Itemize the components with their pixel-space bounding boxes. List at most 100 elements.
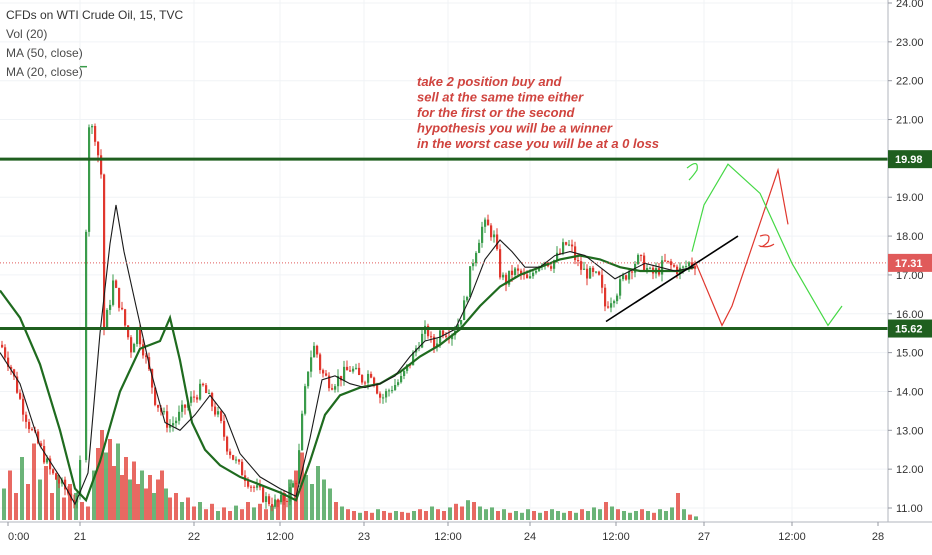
volume-bar	[400, 511, 404, 520]
price-tick-label: 23.00	[896, 37, 924, 49]
candle	[109, 304, 112, 310]
indicator-ma50-label[interactable]: MA (50, close)	[6, 46, 83, 60]
candle	[379, 393, 382, 398]
candle	[7, 357, 10, 367]
volume-bar	[598, 509, 602, 520]
volume-bar	[502, 509, 506, 520]
time-axis: 0:00 21 22 12:00 23 12:00 24 12:00 27 12:00 28	[0, 521, 932, 550]
volume-bar	[634, 511, 638, 520]
candle	[550, 266, 553, 269]
annotation-line: in the worst case you will be at a 0 los…	[417, 136, 659, 151]
candle	[133, 343, 136, 353]
candle	[400, 375, 403, 383]
volume-bar	[532, 511, 536, 520]
candle	[427, 325, 430, 337]
candle	[13, 369, 16, 377]
volume-bar	[80, 502, 84, 520]
candle	[277, 499, 280, 503]
ma20-line	[0, 204, 695, 506]
volume-bar	[358, 512, 362, 520]
candle	[97, 141, 100, 156]
candle	[64, 479, 67, 490]
candle	[502, 274, 505, 278]
volume-bar	[430, 506, 434, 520]
volume-bar	[520, 512, 524, 520]
indicator-volume-label[interactable]: Vol (20)	[6, 27, 48, 41]
candle	[556, 252, 559, 261]
candle	[385, 391, 388, 398]
chart-legend: CFDs on WTI Crude Oil, 15, TVC Vol (20) …	[6, 6, 183, 82]
candle	[442, 330, 445, 336]
candle	[292, 483, 295, 488]
candle	[466, 297, 469, 301]
candle	[673, 265, 676, 267]
volume-bar	[676, 493, 680, 520]
candle	[517, 268, 520, 271]
symbol-title[interactable]: CFDs on WTI Crude Oil, 15, TVC	[6, 8, 184, 22]
price-tick-label: 13.00	[896, 425, 924, 437]
price-tick-label: 21.00	[896, 115, 924, 127]
volume-bar	[472, 502, 476, 520]
volume-bar	[370, 512, 374, 520]
volume-bar	[240, 509, 244, 520]
candle	[349, 370, 352, 372]
candle	[280, 494, 283, 503]
time-tick-label: 0:00	[8, 531, 29, 543]
candle	[40, 443, 43, 447]
candle	[619, 279, 622, 296]
volume-bar	[174, 493, 178, 520]
candle	[628, 271, 631, 280]
candle	[682, 266, 685, 268]
candle	[694, 266, 697, 269]
candle	[472, 263, 475, 267]
candle	[562, 242, 565, 254]
candle	[382, 397, 385, 399]
candle	[508, 270, 511, 285]
volume-bar	[192, 506, 196, 520]
candle	[412, 352, 415, 366]
candle	[511, 270, 514, 276]
volume-bar	[92, 470, 96, 520]
candle	[331, 388, 334, 390]
candle	[643, 255, 646, 271]
volume-bar	[442, 511, 446, 520]
grid	[0, 0, 888, 522]
volume-bar	[424, 511, 428, 520]
candle	[43, 446, 46, 463]
candle	[565, 242, 568, 245]
candle	[343, 366, 346, 381]
candle	[394, 385, 397, 391]
price-label-box	[888, 150, 932, 169]
price-tick-label: 22.00	[896, 76, 924, 88]
volume-bar	[252, 507, 256, 520]
volume-bar	[246, 502, 250, 520]
candle	[1, 344, 4, 348]
volume-bar	[116, 443, 120, 520]
price-label-box	[888, 253, 932, 272]
time-tick-label: 21	[74, 531, 86, 543]
candle	[583, 268, 586, 270]
green-scenario-path	[691, 163, 843, 327]
candle	[580, 261, 583, 270]
volume-bar	[622, 511, 626, 520]
candle	[172, 423, 175, 426]
candle	[202, 383, 205, 386]
volume-bar	[144, 488, 148, 520]
candle	[274, 499, 277, 507]
candle	[649, 267, 652, 269]
candle	[214, 406, 217, 415]
candle	[337, 375, 340, 387]
candle	[484, 219, 487, 227]
candle	[238, 459, 241, 462]
candle	[397, 382, 400, 386]
indicator-ma20-label[interactable]: MA (20, close)	[6, 65, 83, 79]
moving-averages	[0, 204, 695, 506]
candle	[145, 355, 148, 358]
candle	[301, 413, 304, 451]
candle	[346, 366, 349, 371]
candle	[364, 382, 367, 384]
volume-bar	[550, 509, 554, 520]
